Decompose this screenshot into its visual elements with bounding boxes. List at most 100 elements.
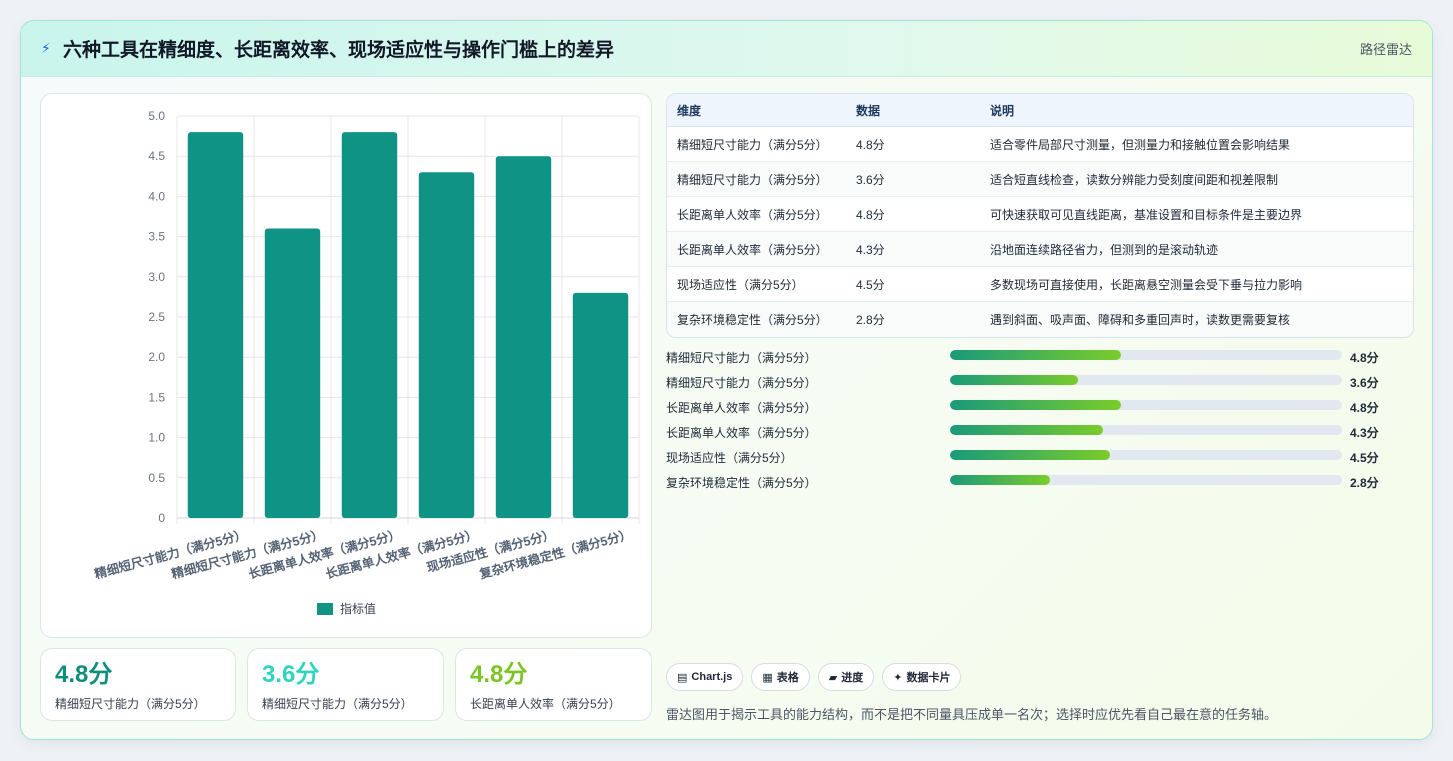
stat-label: 精细短尺寸能力（满分5分） [55, 697, 206, 711]
page-title: 六种工具在精细度、长距离效率、现场适应性与操作门槛上的差异 [63, 40, 615, 61]
chip-label: Chart.js [691, 671, 733, 683]
progress-icon: ▰ [828, 671, 838, 684]
bar [572, 292, 629, 518]
progress-fill [950, 425, 1104, 435]
y-tick-label: 5.0 [148, 109, 165, 123]
progress-row: 复杂环境稳定性（满分5分） 2.8分 [666, 472, 1396, 497]
cell-description: 适合零件局部尺寸测量，但测量力和接触位置会影响结果 [990, 137, 1291, 152]
progress-value: 2.8分 [1350, 476, 1379, 490]
sparkle-icon: ✦ [893, 671, 903, 684]
cell-dimension: 长距离单人效率（满分5分） [677, 207, 828, 222]
table-row: 长距离单人效率（满分5分） 4.3分 沿地面连续路径省力，但测到的是滚动轨迹 [667, 232, 1413, 267]
stat-card-1: 4.8分 精细短尺寸能力（满分5分） [40, 648, 236, 721]
cell-data: 4.3分 [856, 242, 885, 257]
cell-dimension: 复杂环境稳定性（满分5分） [677, 313, 828, 327]
progress-track [950, 350, 1342, 360]
y-tick-label: 0 [158, 511, 165, 525]
cell-data: 4.5分 [856, 277, 885, 292]
table-row: 现场适应性（满分5分） 4.5分 多数现场可直接使用，长距离悬空测量会受下垂与拉… [667, 267, 1413, 302]
stat-label: 精细短尺寸能力（满分5分） [262, 697, 413, 711]
y-tick-label: 2.5 [148, 310, 165, 324]
progress-fill [950, 475, 1050, 485]
progress-fill [950, 400, 1122, 410]
progress-row: 长距离单人效率（满分5分） 4.8分 [666, 397, 1396, 422]
progress-track [950, 425, 1342, 435]
progress-value: 3.6分 [1350, 376, 1379, 390]
y-tick-label: 4.5 [148, 149, 165, 163]
progress-fill [950, 375, 1079, 385]
cell-data: 4.8分 [856, 137, 885, 152]
chart-icon: ▤ [677, 671, 688, 684]
progress-fill [950, 350, 1122, 360]
progress-value: 4.3分 [1350, 426, 1379, 440]
progress-track [950, 375, 1342, 385]
legend-label: 指标值 [340, 601, 376, 616]
stat-label: 长距离单人效率（满分5分） [470, 697, 621, 711]
y-tick-label: 3.0 [148, 270, 165, 284]
progress-list: 精细短尺寸能力（满分5分） 4.8分 精细短尺寸能力（满分5分） 3.6分 长距离单人效… [666, 347, 1396, 497]
table-row: 长距离单人效率（满分5分） 4.8分 可快速获取可见直线距离，基准设置和目标条件… [667, 197, 1413, 232]
chip-table[interactable]: ▦ 表格 [751, 663, 810, 691]
stat-value: 3.6分 [262, 661, 320, 688]
cell-data: 4.8分 [856, 207, 885, 222]
cell-dimension: 精细短尺寸能力（满分5分） [677, 137, 828, 152]
y-tick-label: 1.5 [148, 390, 165, 404]
cell-description: 沿地面连续路径省力，但测到的是滚动轨迹 [990, 242, 1219, 257]
progress-label: 长距离单人效率（满分5分） [666, 426, 817, 440]
card-header: ⚡ 六种工具在精细度、长距离效率、现场适应性与操作门槛上的差异 路径雷达 [21, 21, 1432, 77]
chip-chartjs[interactable]: ▤ Chart.js [666, 663, 744, 691]
progress-row: 长距离单人效率（满分5分） 4.3分 [666, 422, 1396, 447]
footer-note: 雷达图用于揭示工具的能力结构，而不是把不同量具压成单一名次；选择时应优先看自己最… [666, 707, 1278, 722]
bar [495, 156, 552, 518]
y-tick-label: 1.0 [148, 431, 165, 445]
chip-label: 表格 [776, 672, 799, 684]
col-header-description: 说明 [990, 103, 1015, 118]
progress-row: 精细短尺寸能力（满分5分） 3.6分 [666, 372, 1396, 397]
cell-data: 3.6分 [856, 172, 885, 187]
bar [418, 172, 475, 518]
progress-value: 4.8分 [1350, 351, 1379, 365]
chip-data-cards[interactable]: ✦ 数据卡片 [882, 663, 962, 691]
chip-label: 进度 [841, 672, 864, 684]
col-header-data: 数据 [856, 103, 881, 118]
y-tick-label: 4.0 [148, 189, 165, 203]
cell-data: 2.8分 [856, 313, 885, 327]
table-row: 精细短尺寸能力（满分5分） 3.6分 适合短直线检查，读数分辨能力受刻度间距和视… [667, 162, 1413, 197]
cell-dimension: 现场适应性（满分5分） [677, 277, 804, 292]
progress-row: 现场适应性（满分5分） 4.5分 [666, 447, 1396, 472]
progress-value: 4.5分 [1350, 451, 1379, 465]
cell-description: 遇到斜面、吸声面、障碍和多重回声时，读数更需要复核 [990, 313, 1291, 327]
col-header-dimension: 维度 [677, 103, 702, 118]
bar-chart: 00.51.01.52.02.53.03.54.04.55.0精细短尺寸能力（满… [93, 109, 640, 616]
bar-chart-panel: 0 0.5 1.0 1.5 2.0 2.5 3.0 3.5 4.0 4.5 5.0 精细短尺寸能力（满… [40, 93, 652, 638]
progress-label: 复杂环境稳定性（满分5分） [666, 476, 817, 490]
stat-card-2: 3.6分 精细短尺寸能力（满分5分） [247, 648, 444, 721]
cell-dimension: 长距离单人效率（满分5分） [677, 242, 828, 257]
progress-fill [950, 450, 1111, 460]
header-tag: 路径雷达 [1359, 42, 1412, 57]
progress-row: 精细短尺寸能力（满分5分） 4.8分 [666, 347, 1396, 372]
y-tick-label: 3.5 [148, 230, 165, 244]
stat-value: 4.8分 [470, 661, 528, 688]
progress-track [950, 475, 1342, 485]
cell-dimension: 精细短尺寸能力（满分5分） [677, 172, 828, 187]
table-icon: ▦ [762, 671, 773, 684]
bar [187, 132, 244, 518]
table-header: 维度 数据 说明 [667, 94, 1413, 127]
y-tick-label: 2.0 [148, 350, 165, 364]
bolt-icon: ⚡ [41, 40, 51, 56]
progress-track [950, 450, 1342, 460]
y-tick-label: 0.5 [148, 471, 165, 485]
table-row: 复杂环境稳定性（满分5分） 2.8分 遇到斜面、吸声面、障碍和多重回声时，读数更… [667, 302, 1413, 337]
bar [264, 228, 321, 518]
chip-progress[interactable]: ▰ 进度 [817, 663, 875, 691]
progress-value: 4.8分 [1350, 401, 1379, 415]
chip-row: ▤ Chart.js ▦ 表格 ▰ 进度 ✦ 数据卡片 [666, 663, 962, 691]
progress-label: 现场适应性（满分5分） [666, 451, 793, 465]
chip-label: 数据卡片 [906, 672, 951, 684]
bar [341, 132, 398, 518]
cell-description: 可快速获取可见直线距离，基准设置和目标条件是主要边界 [990, 207, 1303, 222]
progress-track [950, 400, 1342, 410]
stat-value: 4.8分 [55, 661, 113, 688]
progress-label: 长距离单人效率（满分5分） [666, 401, 817, 415]
